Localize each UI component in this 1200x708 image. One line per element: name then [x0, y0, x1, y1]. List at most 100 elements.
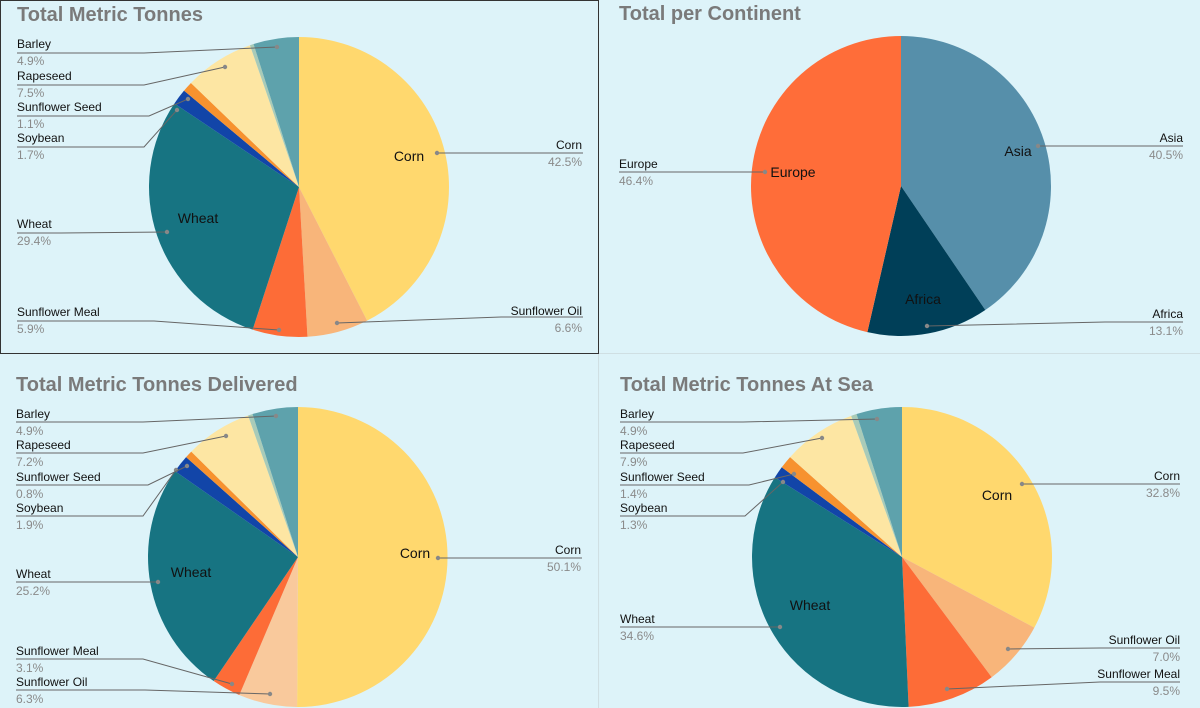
leader-line-sunflower-seed: [17, 98, 189, 117]
callout-percent-soybean: 1.9%: [16, 518, 44, 532]
leader-line-africa: [926, 321, 1183, 327]
leader-dot-soybean: [174, 107, 180, 113]
callout-label-sunflower-seed: Sunflower Seed: [16, 470, 101, 484]
panel-total-per-continent: Total per Continent Asia Asia 40.5% Africa A…: [599, 0, 1200, 354]
callout-percent-sunflower-meal: 3.1%: [16, 661, 44, 675]
leader-line-wheat: [17, 231, 168, 234]
callout-percent-sunflower-meal: 5.9%: [17, 322, 45, 336]
leader-dot-soybean: [780, 479, 786, 485]
leader-dot-wheat: [777, 624, 783, 630]
panel-total-metric-tonnes: Total Metric Tonnes Corn Corn 42.5% Sunflow…: [0, 0, 599, 354]
callout-percent-sunflower-oil: 7.0%: [1153, 650, 1181, 664]
leader-dot-corn: [434, 150, 440, 156]
callout-percent-europe: 46.4%: [619, 174, 653, 188]
leader-dot-rapeseed: [222, 64, 228, 70]
pie-slice-soybean: [175, 457, 298, 557]
callout-label-sunflower-oil: Sunflower Oil: [1109, 633, 1180, 647]
slice-label-wheat: Wheat: [790, 597, 831, 613]
callout-label-corn: Corn: [555, 543, 581, 557]
pie-labels: Corn Corn 42.5% Sunflower Oil 6.6% Sunflower …: [17, 37, 583, 336]
pie-slice-soybean: [774, 467, 902, 557]
leader-dot-sunflower-seed: [791, 471, 797, 477]
pie-labels: Asia Asia 40.5% Africa Africa 13.1% Europe Euro…: [619, 131, 1183, 338]
pie-slice-wheat: [148, 103, 299, 330]
pie-slice-europe: [750, 36, 901, 333]
leader-line-sunflower-oil: [16, 689, 271, 695]
chart-title: Total Metric Tonnes At Sea: [620, 374, 873, 396]
callout-label-rapeseed: Rapeseed: [17, 69, 72, 83]
callout-label-barley: Barley: [17, 37, 51, 51]
pie-slice-sunflower-seed: [186, 451, 298, 557]
pie-chart-total-per-continent: Asia Asia 40.5% Africa Africa 13.1% Europe Euro…: [619, 36, 1183, 338]
slice-label-wheat: Wheat: [178, 210, 219, 226]
chart-title: Total Metric Tonnes: [17, 4, 203, 26]
callout-label-wheat: Wheat: [620, 612, 655, 626]
callout-percent-sunflower-meal: 9.5%: [1153, 684, 1181, 698]
callout-percent-sunflower-oil: 6.3%: [16, 692, 44, 706]
chart-title: Total per Continent: [619, 3, 801, 25]
pie-slices: [148, 37, 449, 338]
pie-slice-sunflower-seed: [184, 82, 299, 187]
leader-dot-wheat: [155, 579, 161, 585]
pie-slices: [752, 407, 1052, 707]
callout-label-asia: Asia: [1160, 131, 1184, 145]
callout-label-africa: Africa: [1152, 307, 1183, 321]
callout-percent-corn: 42.5%: [548, 155, 582, 169]
pie-labels: Corn Corn 32.8% Sunflower Oil 7.0% Sunflower …: [620, 407, 1180, 698]
slice-label-corn: Corn: [400, 545, 430, 561]
leader-dot-sunflower-oil: [334, 320, 340, 326]
callout-label-barley: Barley: [620, 407, 654, 421]
pie-slices: [148, 407, 448, 708]
pie-slice-barley: [253, 37, 299, 187]
slice-label-corn: Corn: [394, 148, 424, 164]
pie-slice-other: [249, 44, 299, 187]
leader-dot-sunflower-oil: [1005, 646, 1011, 652]
callout-label-sunflower-oil: Sunflower Oil: [511, 304, 582, 318]
slice-label-africa: Africa: [905, 291, 941, 307]
slice-label-asia: Asia: [1004, 143, 1031, 159]
callout-percent-asia: 40.5%: [1149, 148, 1183, 162]
pie-slice-barley: [856, 407, 902, 557]
pie-slice-corn: [902, 407, 1052, 628]
pie-slice-rapeseed: [790, 415, 902, 557]
slice-label-corn: Corn: [982, 487, 1012, 503]
callout-label-corn: Corn: [556, 138, 582, 152]
pie-labels: Corn Corn 50.1% Sunflower Oil 6.3% Sunflower …: [16, 407, 582, 706]
leader-line-barley: [16, 415, 277, 423]
callout-percent-sunflower-oil: 6.6%: [555, 321, 583, 335]
callout-label-sunflower-meal: Sunflower Meal: [17, 305, 100, 319]
callout-label-europe: Europe: [619, 157, 658, 171]
leader-dot-barley: [874, 416, 880, 422]
pie-slice-sunflower-oil: [299, 187, 368, 337]
leader-line-barley: [620, 418, 878, 423]
callout-percent-soybean: 1.7%: [17, 148, 45, 162]
leader-dot-asia: [1035, 143, 1041, 149]
leader-dot-sunflower-seed: [185, 96, 191, 102]
pie-chart-total-metric-tonnes-at-sea: Corn Corn 32.8% Sunflower Oil 7.0% Sunflower …: [620, 407, 1180, 707]
leader-line-sunflower-oil: [1007, 647, 1180, 650]
callout-percent-wheat: 29.4%: [17, 234, 51, 248]
pie-slice-africa: [867, 186, 986, 336]
pie-slice-other: [248, 414, 298, 557]
pie-slice-barley: [252, 407, 298, 557]
leader-line-sunflower-seed: [16, 465, 188, 486]
leader-dot-europe: [762, 169, 768, 175]
leader-line-sunflower-seed: [620, 473, 795, 486]
leader-dot-sunflower-meal: [276, 327, 282, 333]
pie-slice-sunflower-seed: [781, 457, 902, 557]
leader-dot-rapeseed: [223, 433, 229, 439]
leader-dot-corn: [435, 555, 441, 561]
leader-dot-sunflower-meal: [229, 681, 235, 687]
pie-slices: [750, 36, 1051, 336]
leader-dot-sunflower-oil: [267, 691, 273, 697]
callout-label-sunflower-seed: Sunflower Seed: [17, 100, 102, 114]
leader-line-sunflower-meal: [17, 320, 280, 331]
callout-percent-barley: 4.9%: [16, 424, 44, 438]
callout-label-barley: Barley: [16, 407, 50, 421]
callout-percent-sunflower-seed: 0.8%: [16, 487, 44, 501]
pie-chart-total-metric-tonnes-delivered: Corn Corn 50.1% Sunflower Oil 6.3% Sunflower …: [16, 407, 582, 708]
pie-slice-corn: [299, 37, 449, 321]
leader-line-sunflower-meal: [16, 658, 233, 685]
leader-line-rapeseed: [16, 435, 227, 454]
leader-dot-corn: [1019, 481, 1025, 487]
